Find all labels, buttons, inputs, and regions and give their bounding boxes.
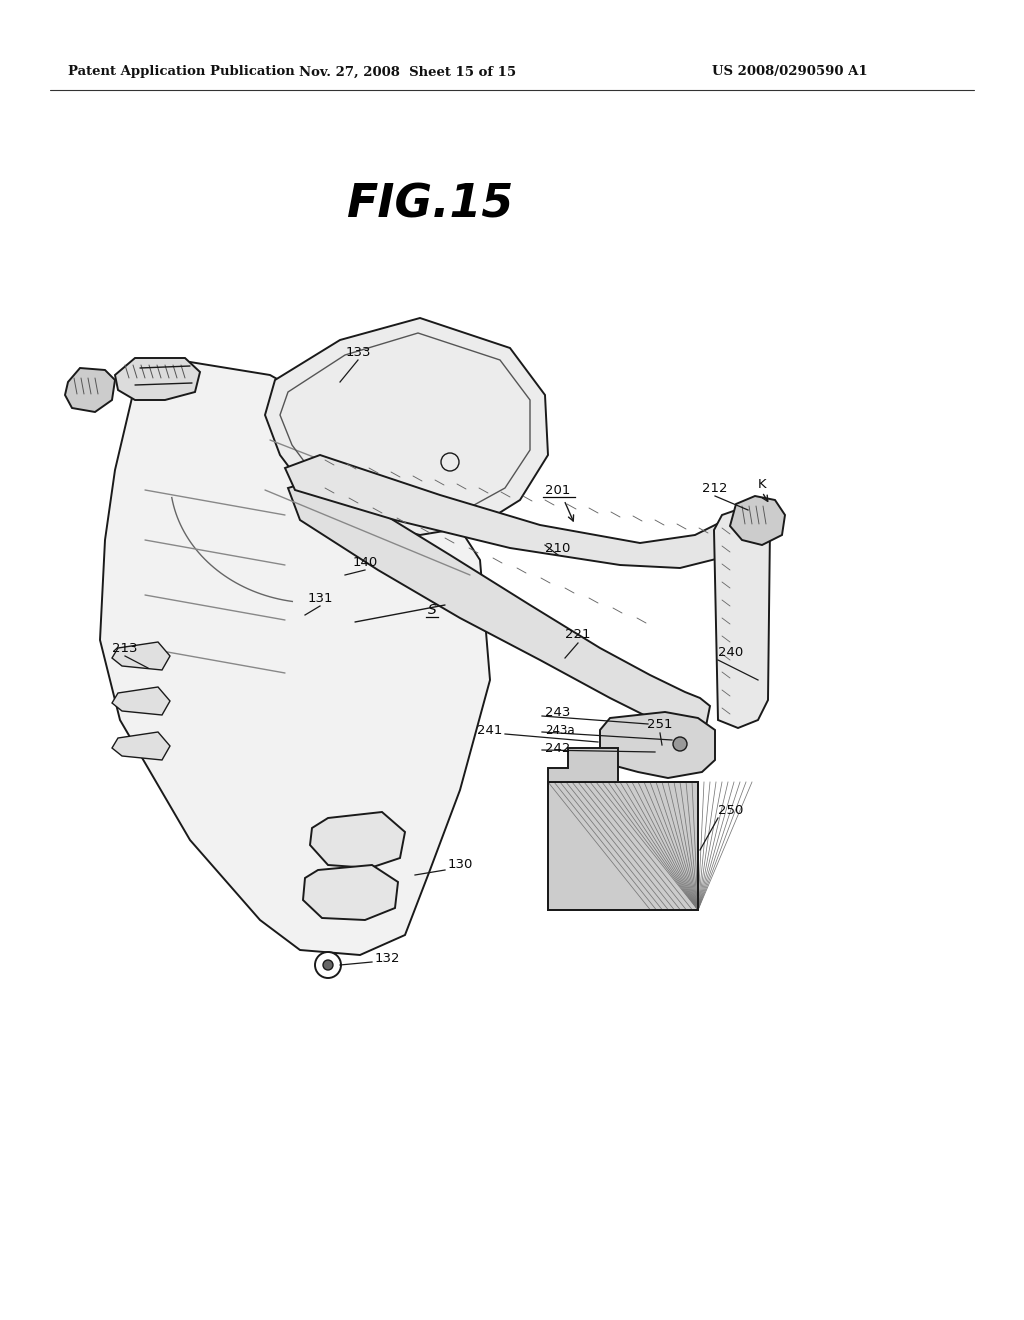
Polygon shape [548,781,698,909]
Text: 213: 213 [113,642,138,655]
Text: 242: 242 [545,742,570,755]
Text: 133: 133 [345,346,371,359]
Circle shape [673,737,687,751]
Polygon shape [112,686,170,715]
Text: 201: 201 [546,483,570,496]
Polygon shape [600,711,715,777]
Circle shape [323,960,333,970]
Text: 243a: 243a [545,723,574,737]
Text: 240: 240 [718,645,743,659]
Text: 210: 210 [546,541,570,554]
Text: 131: 131 [307,591,333,605]
Polygon shape [115,358,200,400]
Polygon shape [310,812,406,869]
Text: 212: 212 [702,482,728,495]
Text: Patent Application Publication: Patent Application Publication [68,66,295,78]
Text: 241: 241 [476,723,502,737]
Polygon shape [288,478,710,733]
Polygon shape [714,508,770,729]
Text: 221: 221 [565,628,591,642]
Polygon shape [112,733,170,760]
Text: 132: 132 [375,952,400,965]
Polygon shape [730,496,785,545]
Polygon shape [265,318,548,535]
Text: 251: 251 [647,718,673,731]
Text: S: S [428,603,436,616]
Text: 130: 130 [449,858,473,871]
Text: K: K [758,478,766,491]
Polygon shape [548,748,618,781]
Text: 243: 243 [545,705,570,718]
Circle shape [315,952,341,978]
Text: US 2008/0290590 A1: US 2008/0290590 A1 [712,66,867,78]
Polygon shape [303,865,398,920]
Text: 140: 140 [352,556,378,569]
Polygon shape [100,362,490,954]
Text: Nov. 27, 2008  Sheet 15 of 15: Nov. 27, 2008 Sheet 15 of 15 [299,66,516,78]
Polygon shape [65,368,115,412]
Polygon shape [112,642,170,671]
Text: FIG.15: FIG.15 [346,182,514,227]
Polygon shape [285,455,740,568]
Text: 250: 250 [718,804,743,817]
